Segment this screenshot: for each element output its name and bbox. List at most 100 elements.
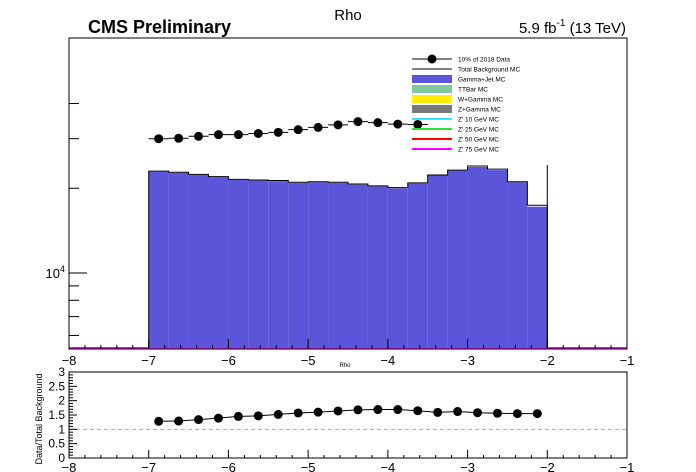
ratio-y-tick-label: 0.5 [48,437,65,451]
lumi-exponent: -1 [557,18,566,29]
gamma-jet-bar [328,182,348,349]
data-point [293,125,303,135]
ratio-y-axis-label: Data/Total Background [34,373,44,464]
legend-label: Gamma+Jet MC [458,77,506,84]
legend-fill-swatch [412,105,452,113]
legend-marker [427,54,437,64]
y-tick-label: 104 [46,264,65,281]
data-point [273,127,283,137]
ratio-point [353,405,363,415]
main-x-axis-label: Rho [339,363,351,369]
data-point [393,119,403,129]
ratio-point [154,416,164,426]
legend-label: Total Background MC [458,67,520,74]
legend-fill-swatch [412,75,452,83]
lumi-value: 5.9 fb [519,20,557,37]
legend-label: W+Gamma MC [458,97,503,104]
gamma-jet-bar [248,180,269,349]
x-tick-label: −8 [62,353,77,368]
gamma-jet-bar [268,181,289,349]
ratio-point [174,416,184,426]
x-tick-label: −6 [221,353,236,368]
gamma-jet-bar [168,172,189,349]
x-tick-label: −7 [141,353,156,368]
ratio-point [293,408,303,418]
data-point [353,117,363,127]
gamma-jet-bar [527,206,548,349]
data-point [174,133,184,143]
legend-fill-swatch [412,95,452,103]
legend-fill-swatch [412,85,452,93]
gamma-jet-bar [407,183,428,349]
ratio-point [313,407,323,417]
gamma-jet-bar [507,182,528,349]
ratio-point [273,409,283,419]
total-background-step [148,165,548,349]
ratio-y-tick-label: 1 [58,422,65,436]
x-tick-label: −4 [380,353,395,368]
ratio-x-tick-label: −2 [540,460,555,472]
gamma-jet-bar [467,166,488,349]
ratio-x-tick-label: −3 [460,460,475,472]
ratio-x-tick-label: −8 [62,460,77,472]
main-histogram-panel: −8 −7 −6 −5 −4 −3 −2 −1 104 Rho 10% of 2018 Dat… [46,37,635,369]
legend: 10% of 2018 Data Total Background MC Gamma… [412,54,520,154]
ratio-point [213,413,223,423]
ratio-point [333,406,343,416]
data-point [154,134,164,144]
gamma-jet-bar [208,177,229,349]
ratio-point [413,406,423,416]
ratio-point [373,405,383,415]
ratio-point [433,407,443,417]
data-point [194,131,204,141]
gamma-jet-bar [308,182,329,349]
x-tick-label: −1 [620,353,635,368]
legend-label: Z' 10 GeV MC [458,117,499,124]
data-point [253,129,263,139]
gamma-jet-bar [148,171,169,349]
legend-label: 10% of 2018 Data [458,57,510,64]
data-point [233,130,243,140]
ratio-y-tick-label: 2.5 [48,379,65,393]
ratio-y-tick-label: 0 [58,451,65,465]
legend-label: Z' 75 GeV MC [458,147,499,154]
legend-label: Z' 25 GeV MC [458,127,499,134]
main-plot-border [68,37,628,350]
ratio-y-tick-label: 3 [58,365,65,379]
data-point [373,118,383,128]
ratio-point [233,411,243,421]
ratio-point [253,411,263,421]
data-point [213,130,223,140]
ratio-point [453,407,463,417]
gamma-jet-bar [348,184,368,349]
plot-title: Rho [334,7,362,24]
ratio-point [492,408,502,418]
gamma-jet-bar [427,175,448,349]
ratio-x-tick-label: −1 [620,460,635,472]
lumi-energy: (13 TeV) [565,20,626,37]
ratio-point [194,415,204,425]
ratio-point [393,405,403,415]
ratio-y-tick-label: 2 [58,394,65,408]
x-tick-label: −5 [301,353,316,368]
x-tick-label: −3 [460,353,475,368]
ratio-point [473,408,483,418]
gamma-jet-bar [188,174,209,349]
data-point [333,120,343,130]
legend-label: Z+Gamma MC [458,107,501,114]
gamma-jet-bar [228,179,249,349]
gamma-jet-bar [387,188,408,349]
gamma-jet-bar [288,182,309,349]
ratio-point [512,409,522,419]
gamma-jet-bar [367,186,388,349]
legend-label: TTBar MC [458,87,488,94]
ratio-point [532,409,542,419]
ratio-x-tick-label: −7 [141,460,156,472]
ratio-panel: −8 −7 −6 −5 −4 −3 −2 −1 00.511.522.53 Data/Tota… [34,365,634,472]
x-tick-label: −2 [540,353,555,368]
data-point [313,122,323,132]
gamma-jet-bar [487,170,508,349]
luminosity-label: 5.9 fb-1 (13 TeV) [519,18,626,37]
data-point [413,119,423,129]
